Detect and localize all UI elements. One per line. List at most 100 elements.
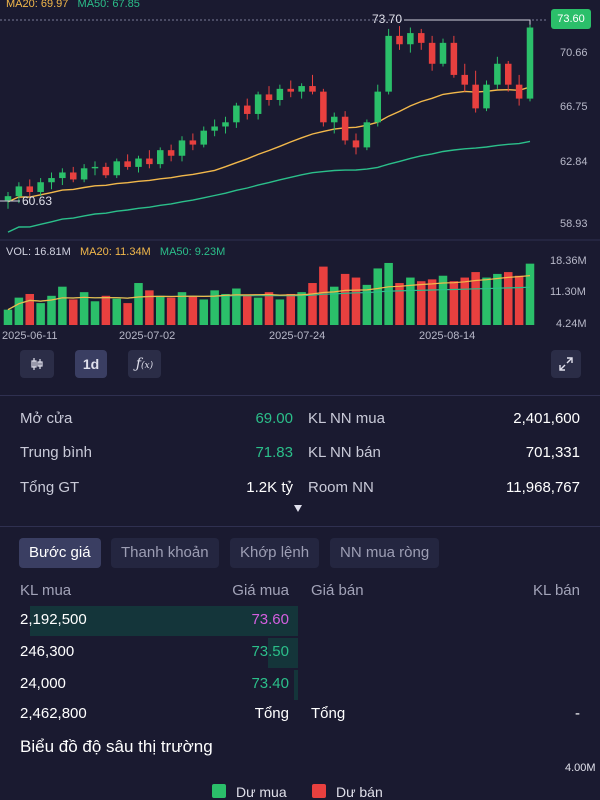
total-value: 1.2K tỷ — [246, 479, 293, 496]
candle-body — [363, 122, 371, 148]
candle-body — [341, 116, 349, 141]
volume-bar — [221, 293, 230, 325]
ask-price-header: Giá bán — [311, 582, 364, 599]
volume-bar — [188, 295, 198, 325]
candle-body — [439, 42, 447, 64]
ma-legend: MA20: 69.97 MA50: 67.85 — [6, 0, 140, 10]
candle-body — [450, 42, 458, 75]
volume-bar — [14, 297, 24, 325]
stats-row: Tổng GT 1.2K tỷ Room NN 11,968,767 — [20, 473, 580, 503]
bid-price[interactable]: 73.40 — [251, 675, 289, 692]
candle-body — [91, 166, 99, 169]
candle-body — [504, 63, 512, 85]
candle-body — [309, 86, 316, 92]
candle-body — [494, 63, 501, 85]
volume-bar — [449, 281, 459, 325]
stats-row: Mở cửa 69.00 KL NN mua 2,401,600 — [20, 404, 580, 434]
volume-bar — [373, 268, 383, 325]
expand-stats-icon[interactable] — [294, 505, 302, 512]
tab-foreign-net-buy[interactable]: NN mua ròng — [330, 538, 440, 568]
volume-bar — [177, 292, 187, 325]
ma50-line — [7, 140, 531, 233]
candle-body — [80, 168, 88, 180]
candle-body — [298, 86, 305, 92]
bid-price-header: Giá mua — [232, 582, 289, 599]
indicator-button[interactable]: ƒ(x) — [128, 350, 161, 378]
volume-axis-label: 11.30M — [550, 286, 586, 298]
volume-bar — [112, 298, 122, 325]
candle-body — [200, 130, 208, 145]
volume-bar — [395, 283, 404, 325]
candle-body — [102, 166, 110, 176]
total-value-label: Tổng GT — [20, 479, 80, 496]
candle-body — [26, 186, 34, 192]
depth-axis-max: 4.00M — [565, 762, 596, 774]
volume-bar — [275, 299, 285, 325]
volume-bar — [210, 290, 219, 325]
candle-body — [515, 84, 523, 99]
volume-bar — [36, 303, 45, 325]
candle-body — [254, 94, 262, 114]
volume-legend: VOL: 16.81M MA20: 11.34M MA50: 9.23M — [6, 246, 225, 258]
candle-body — [178, 140, 186, 156]
volume-ma50-label: MA50: 9.23M — [159, 246, 226, 258]
candle-body — [417, 33, 425, 43]
date-label: 2025-07-02 — [119, 330, 176, 342]
candle-body — [15, 186, 23, 197]
candle-type-button[interactable] — [20, 350, 54, 378]
volume-bar — [242, 295, 252, 325]
interval-button[interactable]: 1d — [75, 350, 107, 378]
bid-volume: 2,192,500 — [20, 611, 87, 628]
high-price-marker: 73.70 — [372, 12, 403, 26]
volume-bar — [406, 277, 415, 325]
tab-price-step[interactable]: Bước giá — [19, 538, 101, 568]
open-value: 69.00 — [255, 410, 293, 427]
bid-row[interactable]: 246,300 73.50 — [0, 638, 600, 668]
bid-row[interactable]: 2,192,500 73.60 — [0, 606, 600, 636]
candle-body — [222, 122, 229, 127]
volume-bar — [47, 295, 56, 325]
foreign-buy-value: 2,401,600 — [513, 410, 580, 427]
candle-body — [287, 88, 295, 92]
candle-body — [276, 88, 284, 101]
volume-bar — [264, 292, 274, 325]
candle-body — [69, 172, 77, 180]
volume-bar — [79, 292, 89, 325]
fullscreen-button[interactable] — [551, 350, 581, 378]
bid-total-volume: 2,462,800 — [20, 705, 87, 722]
date-label: 2025-06-11 — [2, 330, 58, 342]
candle-body — [472, 84, 479, 109]
volume-bar — [329, 286, 339, 325]
bid-total-label: Tổng — [254, 705, 289, 722]
volume-bar — [166, 297, 176, 325]
candle-body — [385, 35, 392, 92]
volume-bar — [471, 272, 480, 325]
volume-bar — [101, 295, 111, 325]
bid-price[interactable]: 73.50 — [251, 643, 289, 660]
candle-body — [461, 74, 469, 85]
stats-row: Trung bình 71.83 KL NN bán 701,331 — [20, 438, 580, 468]
foreign-room-value: 11,968,767 — [506, 479, 580, 496]
candle-body — [4, 196, 12, 201]
volume-bar — [384, 262, 393, 325]
volume-bar — [362, 284, 372, 325]
volume-axis-label: 4.24M — [556, 318, 587, 330]
tab-matched-orders[interactable]: Khớp lệnh — [230, 538, 320, 568]
bid-price[interactable]: 73.60 — [251, 611, 289, 628]
price-volume-chart[interactable] — [0, 0, 600, 345]
foreign-room-label: Room NN — [308, 479, 374, 496]
candle-body — [352, 140, 360, 148]
candle-body — [233, 105, 240, 123]
candle-body — [124, 161, 131, 167]
candle-body — [37, 182, 44, 192]
volume-bar — [416, 281, 426, 325]
candle-body — [526, 27, 534, 99]
candle-body — [189, 140, 197, 145]
candle-body — [59, 172, 66, 179]
bid-row[interactable]: 24,000 73.40 — [0, 670, 600, 700]
foreign-buy-label: KL NN mua — [308, 410, 385, 427]
candle-body — [483, 84, 490, 109]
candle-body — [113, 161, 121, 176]
ma20-line — [7, 86, 531, 203]
tab-liquidity[interactable]: Thanh khoản — [111, 538, 219, 568]
